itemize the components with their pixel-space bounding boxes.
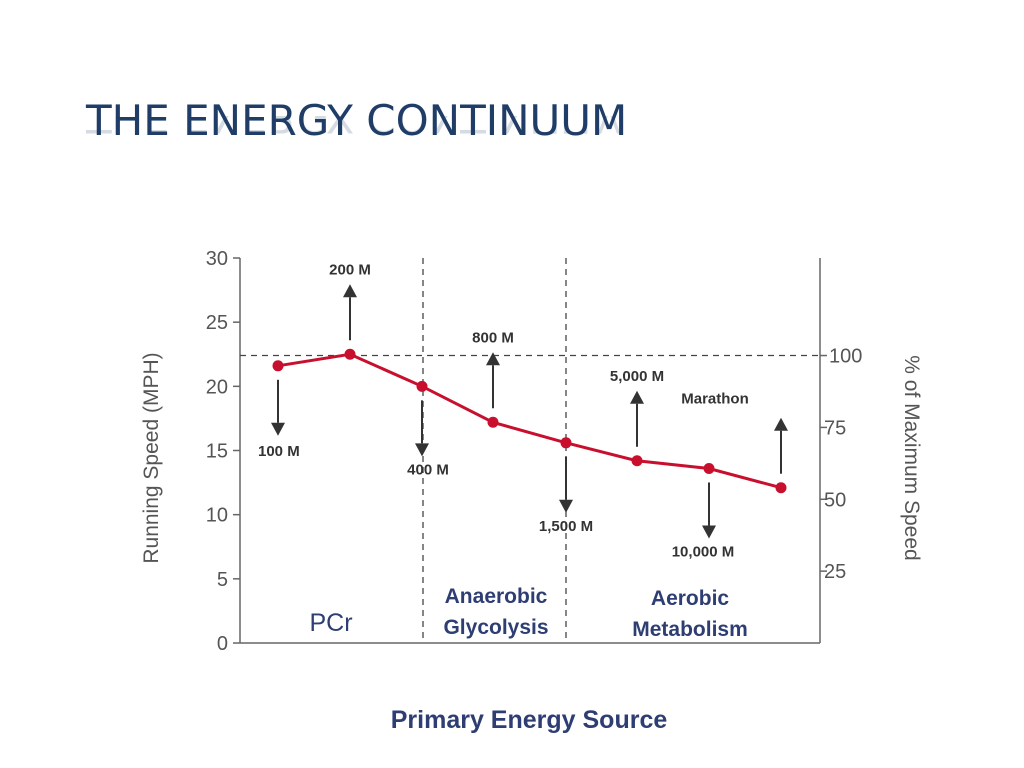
chart-axes: 0 5 10 15 20 25 30 100 75 50 25 (206, 248, 863, 655)
slide-title: THE ENERGY CONTINUUM (86, 96, 628, 145)
chart-series (272, 348, 787, 494)
chart-regions: PCr Anaerobic Glycolysis Aerobic Metabolism (309, 585, 747, 641)
region-label-3: Aerobic (651, 587, 730, 610)
arrow-head (343, 284, 357, 298)
y2-tick-label: 50 (824, 489, 846, 511)
arrow-head (559, 499, 573, 513)
arrow-head (415, 443, 429, 457)
data-point (775, 482, 787, 494)
distance-label: 800 M (472, 329, 514, 346)
arrow-head (774, 417, 788, 431)
data-point (416, 380, 428, 392)
data-point (703, 462, 715, 474)
y-tick-label: 10 (206, 505, 228, 527)
distance-label: 10,000 M (672, 543, 735, 560)
region-label-3: Metabolism (632, 618, 748, 641)
distance-label: 400 M (407, 461, 449, 478)
data-point (344, 348, 356, 360)
distance-label: 100 M (258, 443, 300, 460)
y-axis-title: Running Speed (MPH) (140, 352, 163, 563)
arrow-head (702, 525, 716, 539)
y2-tick-label: 75 (824, 417, 846, 439)
region-label-2: Glycolysis (443, 616, 548, 639)
y-tick-label: 20 (206, 376, 228, 398)
speed-series-line (277, 352, 782, 490)
arrow-head (630, 390, 644, 404)
y-tick-label: 15 (206, 441, 228, 463)
arrow-head (271, 422, 285, 436)
data-point (560, 437, 572, 449)
distance-label: Marathon (681, 391, 749, 408)
data-point (631, 455, 643, 467)
chart-labels: 100 M 200 M 400 M 800 M 1,500 M 5,000 M 10,000… (258, 261, 749, 560)
distance-label: 5,000 M (610, 368, 664, 385)
y-tick-label: 30 (206, 248, 228, 270)
arrow-head (486, 352, 500, 366)
y2-tick-label: 25 (824, 561, 846, 583)
distance-label: 200 M (329, 261, 371, 278)
secondary-y-axis-title: % of Maximum Speed (900, 355, 923, 560)
y-tick-label: 0 (217, 633, 228, 655)
region-label-2: Anaerobic (445, 585, 548, 608)
y-tick-label: 25 (206, 312, 228, 334)
region-label-1: PCr (309, 609, 352, 637)
data-point (272, 360, 284, 372)
x-axis-title: Primary Energy Source (391, 706, 668, 734)
chart-arrows (271, 284, 788, 539)
y2-tick-label: 100 (829, 346, 862, 368)
distance-label: 1,500 M (539, 518, 593, 535)
y-tick-label: 5 (217, 569, 228, 591)
data-point (487, 416, 499, 428)
